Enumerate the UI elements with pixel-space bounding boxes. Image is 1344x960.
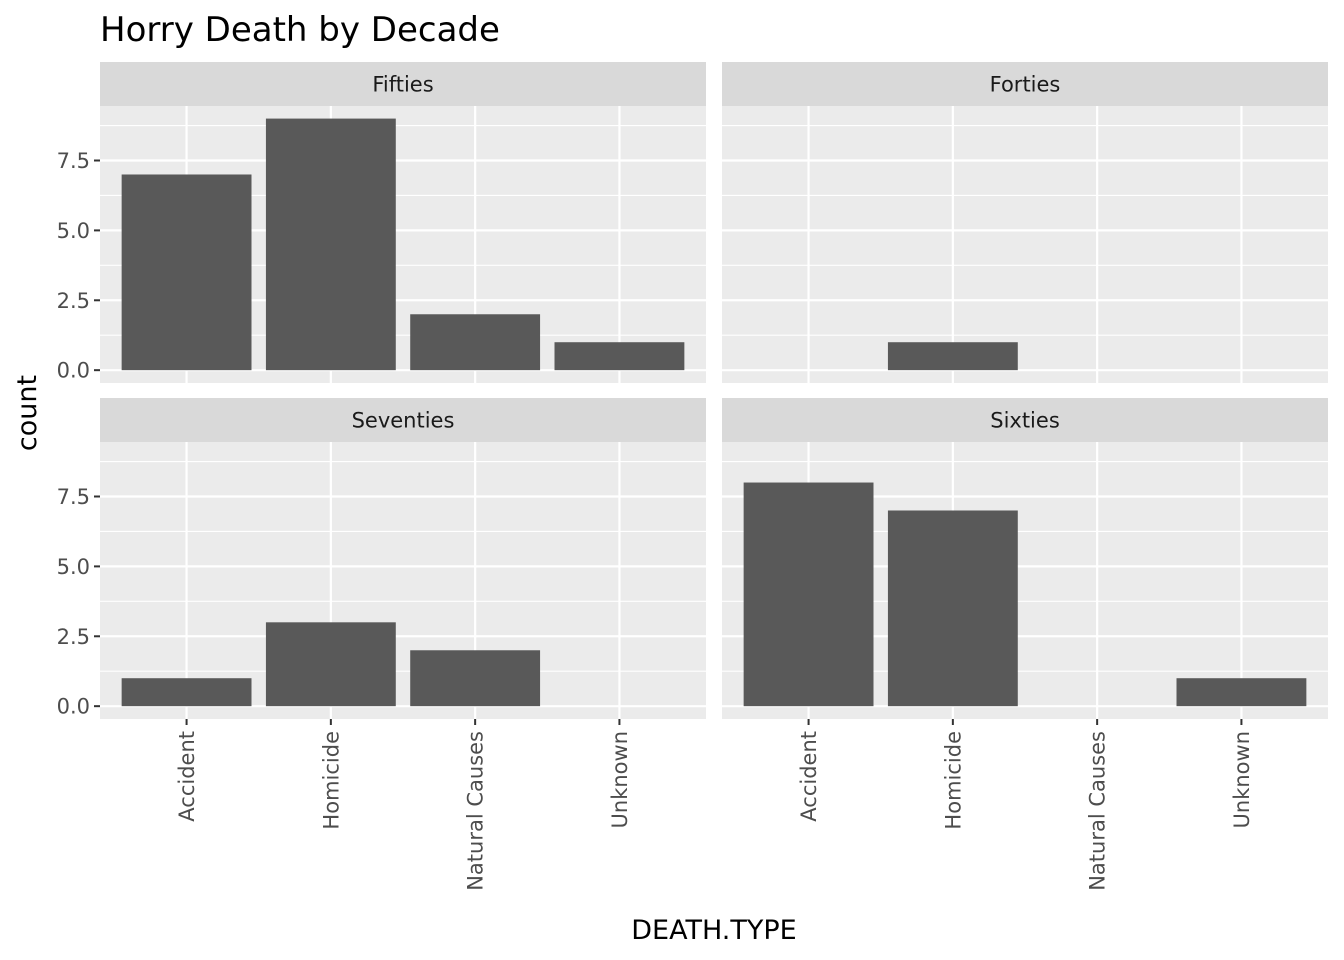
y-tick-label: 5.0 bbox=[57, 219, 90, 243]
y-tick-label: 0.0 bbox=[57, 359, 90, 383]
y-tick-label: 0.0 bbox=[57, 695, 90, 719]
bar-sixties-unknown bbox=[1176, 678, 1307, 707]
bar-sixties-homicide bbox=[887, 510, 1018, 707]
y-tick-label: 7.5 bbox=[57, 485, 90, 509]
facet-seventies: Seventies 0.0 2.5 5.0 7.5 Accident Homicide Nat… bbox=[57, 398, 706, 891]
facet-fifties: Fifties 0.0 2.5 5.0 7.5 bbox=[57, 62, 706, 383]
chart-title: Horry Death by Decade bbox=[100, 10, 500, 50]
facet-label-seventies: Seventies bbox=[352, 409, 455, 433]
bar-seventies-natural-causes bbox=[410, 650, 541, 707]
x-tick-label-homicide: Homicide bbox=[941, 731, 965, 830]
facet-panels: Fifties 0.0 2.5 5.0 7.5 Forties Seventies 0.0 2.… bbox=[57, 62, 1328, 891]
bar-fifties-homicide bbox=[265, 118, 396, 371]
x-tick-label-unknown: Unknown bbox=[1230, 731, 1254, 828]
y-tick-label: 2.5 bbox=[57, 625, 90, 649]
bar-seventies-homicide bbox=[265, 622, 396, 707]
bar-seventies-accident bbox=[121, 678, 252, 707]
facet-strip-fifties bbox=[100, 62, 706, 106]
x-tick-label-homicide: Homicide bbox=[319, 731, 343, 830]
x-tick-label-accident: Accident bbox=[797, 731, 821, 822]
x-tick-label-accident: Accident bbox=[175, 731, 199, 822]
facet-strip-seventies bbox=[100, 398, 706, 442]
bar-forties-homicide bbox=[887, 342, 1018, 371]
bar-fifties-natural-causes bbox=[410, 314, 541, 371]
facet-label-fifties: Fifties bbox=[372, 73, 433, 97]
panel-background-forties bbox=[722, 106, 1328, 383]
facet-label-sixties: Sixties bbox=[990, 409, 1060, 433]
facet-sixties: Sixties Accident Homicide Natural Causes Unk… bbox=[722, 398, 1328, 891]
bar-fifties-accident bbox=[121, 174, 252, 371]
facet-forties: Forties bbox=[722, 62, 1328, 383]
y-tick-label: 5.0 bbox=[57, 555, 90, 579]
bar-fifties-unknown bbox=[554, 342, 685, 371]
x-tick-label-natural-causes: Natural Causes bbox=[464, 731, 488, 891]
y-tick-label: 7.5 bbox=[57, 149, 90, 173]
x-tick-label-unknown: Unknown bbox=[608, 731, 632, 828]
bar-sixties-accident bbox=[743, 482, 874, 707]
facet-strip-sixties bbox=[722, 398, 1328, 442]
facet-label-forties: Forties bbox=[990, 73, 1061, 97]
panel-background-seventies bbox=[100, 442, 706, 719]
x-axis-title: DEATH.TYPE bbox=[631, 915, 796, 946]
y-tick-label: 2.5 bbox=[57, 289, 90, 313]
x-tick-label-natural-causes: Natural Causes bbox=[1086, 731, 1110, 891]
y-axis-title: count bbox=[12, 375, 43, 451]
facet-strip-forties bbox=[722, 62, 1328, 106]
